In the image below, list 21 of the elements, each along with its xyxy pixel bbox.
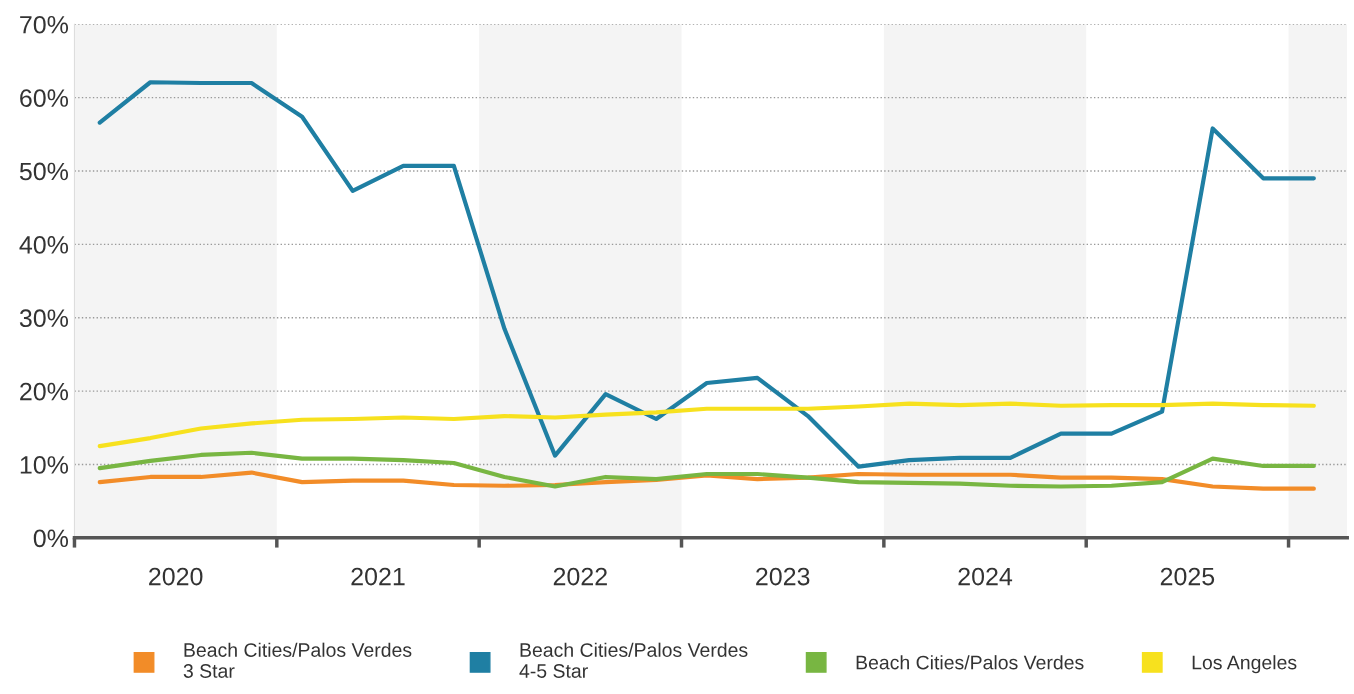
line-series (97, 401, 1316, 449)
legend-label: Los Angeles (1192, 655, 1297, 674)
y-tick-label: 0% (33, 529, 69, 548)
x-tick-label: 2023 (756, 567, 810, 586)
x-tick-label: 2025 (1160, 567, 1215, 586)
legend-label: Beach Cities/Palos Verdes (856, 655, 1084, 670)
legend-label: Beach Cities/Palos Verdes 4-5 Star (519, 642, 748, 678)
y-tick-label: 40% (19, 235, 69, 254)
y-tick-label: 10% (20, 456, 69, 474)
y-tick-label: 30% (19, 309, 69, 328)
line-series (97, 450, 1316, 489)
y-tick-label: 50% (19, 162, 69, 181)
line-series (97, 80, 1316, 469)
legend-label: Beach Cities/Palos Verdes 3 Star (183, 642, 412, 678)
x-tick-label: 2020 (149, 567, 203, 586)
y-tick-label: 70% (20, 15, 69, 34)
x-tick-label: 2024 (958, 567, 1013, 586)
y-tick-label: 60% (20, 89, 69, 107)
x-tick-label: 2021 (351, 567, 405, 586)
y-tick-label: 20% (20, 382, 69, 401)
x-tick-label: 2022 (553, 567, 607, 586)
